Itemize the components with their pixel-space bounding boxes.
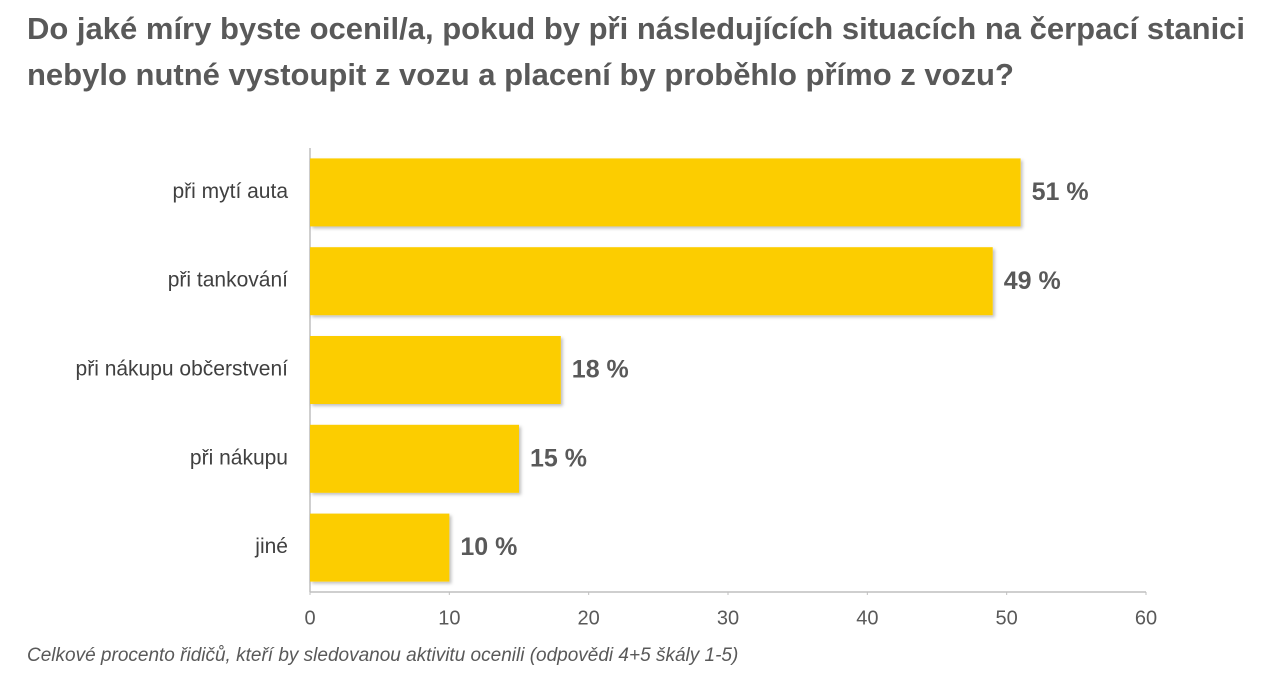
x-tick-label: 40	[856, 607, 878, 629]
value-label: 15 %	[530, 444, 587, 472]
bar	[310, 158, 1021, 227]
y-tick-label: při tankování	[168, 269, 288, 292]
x-tick-label: 20	[578, 607, 600, 629]
y-tick-label: při nákupu občerstvení	[76, 358, 289, 381]
x-tick-label: 60	[1135, 607, 1157, 629]
value-label: 10 %	[460, 533, 517, 561]
y-tick-label: jiné	[254, 535, 288, 558]
x-tick-label: 10	[438, 607, 460, 629]
x-tick-label: 30	[717, 607, 739, 629]
x-tick-label: 0	[304, 607, 315, 629]
value-label: 51 %	[1032, 178, 1089, 206]
y-tick-label: při nákupu	[190, 446, 288, 469]
bar	[310, 247, 993, 316]
x-tick-label: 50	[996, 607, 1018, 629]
bar	[310, 424, 519, 493]
footnote: Celkové procento řidičů, kteří by sledov…	[27, 645, 738, 666]
value-label: 18 %	[572, 356, 629, 384]
bar	[310, 336, 561, 404]
chart-title: Do jaké míry byste ocenil/a, pokud by př…	[27, 11, 1246, 92]
value-label: 49 %	[1004, 267, 1061, 295]
y-tick-label: při mytí auta	[172, 180, 288, 203]
bar	[310, 513, 450, 582]
